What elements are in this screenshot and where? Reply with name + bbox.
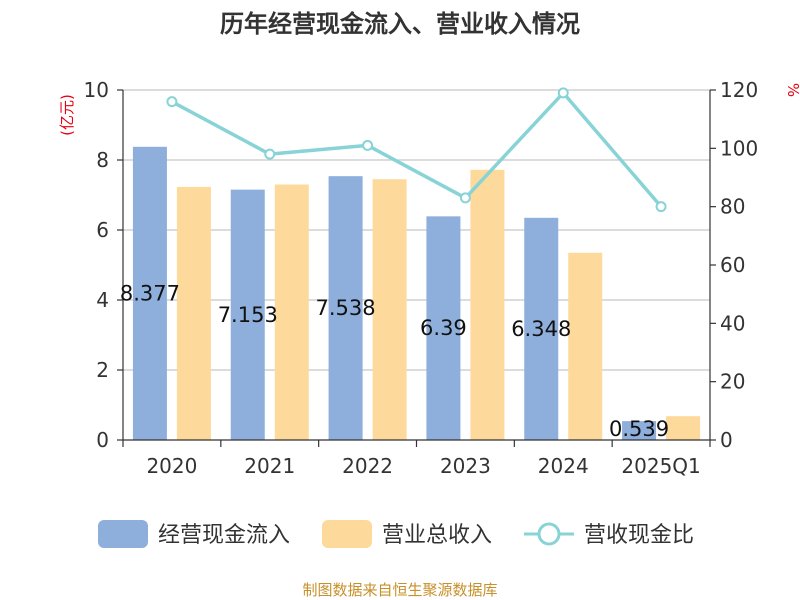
bar-cash-inflow bbox=[622, 421, 657, 440]
bar-revenue bbox=[372, 179, 407, 440]
x-tick-label: 2020 bbox=[146, 454, 197, 478]
bar-cash-inflow bbox=[524, 217, 559, 440]
right-tick-label: 20 bbox=[720, 370, 745, 394]
x-tick-label: 2022 bbox=[342, 454, 393, 478]
right-axis-unit: % bbox=[784, 83, 800, 97]
bar-cash-inflow bbox=[132, 146, 167, 440]
data-label: 7.538 bbox=[316, 296, 376, 320]
source-note: 制图数据来自恒生聚源数据库 bbox=[302, 581, 497, 599]
bars-group bbox=[132, 146, 701, 441]
legend-swatch bbox=[98, 520, 148, 548]
right-tick-label: 0 bbox=[720, 428, 733, 452]
data-label: 8.377 bbox=[120, 281, 180, 305]
bar-revenue bbox=[568, 252, 603, 440]
right-tick-label: 80 bbox=[720, 195, 745, 219]
legend-label: 经营现金流入 bbox=[158, 523, 290, 548]
ratio-point bbox=[362, 139, 374, 151]
left-tick-label: 6 bbox=[96, 218, 109, 242]
bar-cash-inflow bbox=[328, 176, 363, 441]
chart-title: 历年经营现金流入、营业收入情况 bbox=[220, 10, 580, 38]
left-tick-label: 8 bbox=[96, 148, 109, 172]
bar-revenue bbox=[666, 416, 701, 440]
right-tick-label: 40 bbox=[720, 311, 745, 335]
legend: 经营现金流入 营业总收入 营收现金比 bbox=[98, 520, 694, 548]
data-label: 0.539 bbox=[609, 417, 669, 441]
x-tick-label: 2025Q1 bbox=[621, 454, 700, 478]
left-axis-unit: (亿元) bbox=[58, 94, 76, 136]
bar-revenue bbox=[470, 169, 505, 441]
ratio-point bbox=[264, 148, 276, 160]
bar-cash-inflow bbox=[426, 216, 461, 440]
ratio-point bbox=[459, 192, 471, 204]
left-tick-label: 4 bbox=[96, 288, 109, 312]
data-label: 7.153 bbox=[218, 303, 278, 327]
ratio-line bbox=[171, 91, 663, 208]
bar-cash-inflow bbox=[230, 189, 265, 440]
ratio-point bbox=[166, 96, 178, 108]
x-tick-label: 2024 bbox=[538, 454, 589, 478]
bar-revenue bbox=[274, 184, 309, 440]
x-tick-label: 2023 bbox=[440, 454, 491, 478]
legend-marker bbox=[537, 522, 561, 546]
right-tick-label: 100 bbox=[720, 136, 758, 160]
grid-lines bbox=[123, 89, 710, 371]
x-tick-label: 2021 bbox=[244, 454, 295, 478]
bar-revenue bbox=[176, 186, 211, 440]
ratio-point bbox=[557, 87, 569, 99]
legend-swatch bbox=[322, 520, 372, 548]
data-labels-group: 8.377 7.153 7.538 6.39 6.348 0.539 bbox=[120, 281, 669, 441]
left-tick-label: 0 bbox=[96, 428, 109, 452]
ratio-point bbox=[655, 201, 667, 213]
data-label: 6.348 bbox=[511, 317, 571, 341]
left-tick-label: 2 bbox=[96, 358, 109, 382]
legend-label: 营收现金比 bbox=[584, 523, 694, 548]
ratio-line-group bbox=[166, 87, 667, 213]
data-label: 6.39 bbox=[420, 316, 467, 340]
left-tick-label: 10 bbox=[84, 78, 109, 102]
legend-label: 营业总收入 bbox=[382, 523, 492, 548]
right-tick-label: 120 bbox=[720, 78, 758, 102]
right-tick-label: 60 bbox=[720, 253, 745, 277]
